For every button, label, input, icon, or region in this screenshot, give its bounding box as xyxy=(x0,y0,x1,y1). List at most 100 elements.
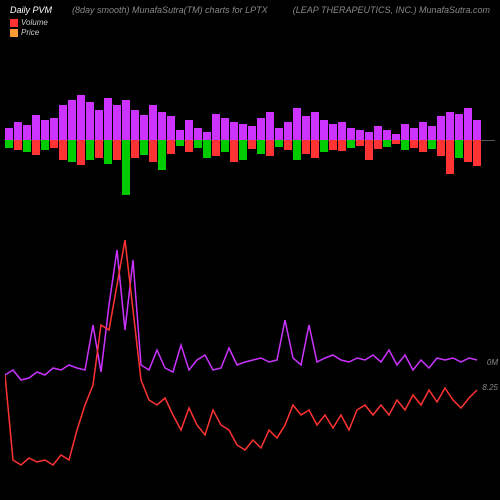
bar-down xyxy=(23,140,31,152)
bar-group xyxy=(320,139,328,140)
bar-up xyxy=(131,110,139,140)
chart-header: Daily PVM (8day smooth) MunafaSutra(TM) … xyxy=(10,5,490,15)
bar-group xyxy=(428,139,436,140)
bar-up xyxy=(365,132,373,140)
bar-up xyxy=(401,124,409,140)
bar-down xyxy=(158,140,166,170)
legend-label-volume: Volume xyxy=(21,18,48,27)
bar-group xyxy=(383,139,391,140)
bar-group xyxy=(68,139,76,140)
bar-down xyxy=(428,140,436,149)
bar-down xyxy=(365,140,373,160)
bar-down xyxy=(374,140,382,149)
bar-down xyxy=(293,140,301,160)
bar-up xyxy=(14,122,22,140)
bar-group xyxy=(203,139,211,140)
bar-group xyxy=(23,139,31,140)
bar-up xyxy=(149,105,157,140)
bar-group xyxy=(149,139,157,140)
bar-up xyxy=(122,100,130,140)
bar-down xyxy=(104,140,112,164)
bar-group xyxy=(248,139,256,140)
volume-bar-chart xyxy=(5,80,495,200)
bar-down xyxy=(356,140,364,146)
bar-up xyxy=(5,128,13,140)
bar-up xyxy=(347,128,355,140)
bar-group xyxy=(239,139,247,140)
bar-group xyxy=(113,139,121,140)
bar-up xyxy=(284,122,292,140)
bar-up xyxy=(293,108,301,140)
bar-down xyxy=(311,140,319,158)
bar-group xyxy=(401,139,409,140)
bar-up xyxy=(455,114,463,140)
bar-down xyxy=(338,140,346,151)
bar-down xyxy=(419,140,427,152)
bar-group xyxy=(293,139,301,140)
bar-down xyxy=(275,140,283,147)
bar-down xyxy=(140,140,148,155)
bar-up xyxy=(230,122,238,140)
legend-label-price: Price xyxy=(21,28,39,37)
bar-group xyxy=(455,139,463,140)
bar-up xyxy=(383,130,391,140)
bar-up xyxy=(212,114,220,140)
axis-label-volume: 0M xyxy=(487,358,498,367)
bar-down xyxy=(194,140,202,148)
bar-down xyxy=(347,140,355,148)
bar-up xyxy=(68,100,76,140)
bar-down xyxy=(50,140,58,148)
axis-label-price: 8.25 xyxy=(482,383,498,392)
bar-group xyxy=(14,139,22,140)
bar-up xyxy=(464,108,472,140)
bar-down xyxy=(185,140,193,152)
bar-group xyxy=(77,139,85,140)
bar-up xyxy=(167,116,175,140)
bar-down xyxy=(32,140,40,155)
legend-item: Volume xyxy=(10,18,48,27)
bar-up xyxy=(221,118,229,140)
bar-group xyxy=(176,139,184,140)
bar-group xyxy=(473,139,481,140)
bar-group xyxy=(347,139,355,140)
bar-down xyxy=(230,140,238,162)
bar-group xyxy=(194,139,202,140)
bar-down xyxy=(329,140,337,150)
bar-down xyxy=(401,140,409,150)
bar-group xyxy=(212,139,220,140)
bar-up xyxy=(23,125,31,140)
bar-up xyxy=(194,128,202,140)
legend-item: Price xyxy=(10,28,48,37)
bar-group xyxy=(410,139,418,140)
bar-group xyxy=(437,139,445,140)
bar-down xyxy=(383,140,391,147)
bar-down xyxy=(248,140,256,149)
bar-down xyxy=(320,140,328,152)
bar-down xyxy=(464,140,472,162)
bar-group xyxy=(122,139,130,140)
bar-group xyxy=(140,139,148,140)
bar-down xyxy=(221,140,229,152)
bar-up xyxy=(320,120,328,140)
bar-group xyxy=(284,139,292,140)
bar-group xyxy=(302,139,310,140)
bar-up xyxy=(95,110,103,140)
bar-group xyxy=(230,139,238,140)
bar-up xyxy=(86,102,94,140)
bar-group xyxy=(167,139,175,140)
bar-down xyxy=(77,140,85,165)
bar-up xyxy=(419,122,427,140)
legend-swatch-volume xyxy=(10,19,18,27)
bar-down xyxy=(122,140,130,195)
bar-down xyxy=(212,140,220,156)
bar-group xyxy=(311,139,319,140)
bar-up xyxy=(374,126,382,140)
bar-down xyxy=(5,140,13,148)
bar-up xyxy=(338,122,346,140)
bar-up xyxy=(239,124,247,140)
bar-group xyxy=(257,139,265,140)
bar-group xyxy=(131,139,139,140)
bar-down xyxy=(41,140,49,150)
bar-group xyxy=(59,139,67,140)
bar-down xyxy=(113,140,121,160)
